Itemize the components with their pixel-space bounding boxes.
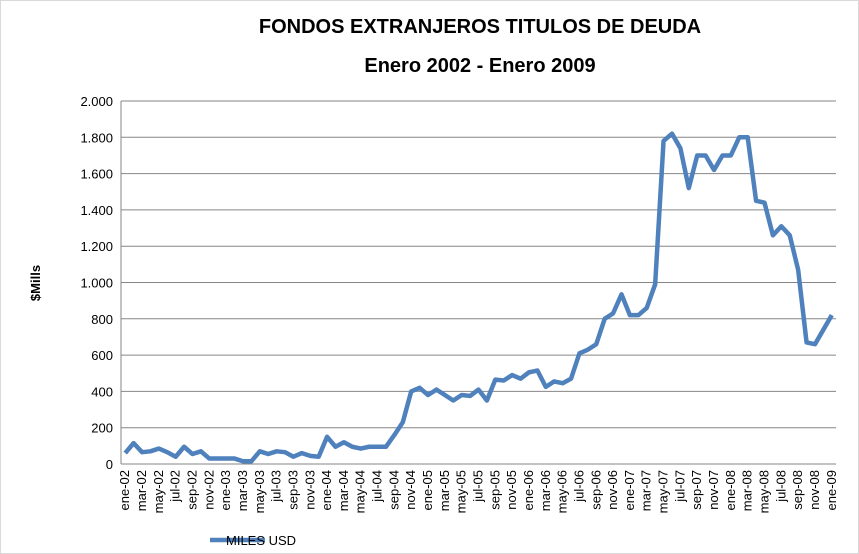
x-tick-label: mar-06 bbox=[538, 470, 553, 511]
x-tick-label: may-07 bbox=[656, 470, 671, 513]
y-tick-label: 0 bbox=[106, 457, 113, 472]
x-tick-label: may-05 bbox=[454, 470, 469, 513]
y-tick-label: 1.200 bbox=[80, 239, 113, 254]
x-tick-label: jul-04 bbox=[370, 470, 385, 503]
x-tick-label: nov-06 bbox=[605, 470, 620, 510]
x-tick-label: may-08 bbox=[757, 470, 772, 513]
x-tick-label: may-06 bbox=[555, 470, 570, 513]
x-tick-label: ene-03 bbox=[218, 470, 233, 510]
x-tick-label: sep-04 bbox=[386, 470, 401, 510]
y-tick-label: 1.400 bbox=[80, 203, 113, 218]
x-tick-label: sep-05 bbox=[487, 470, 502, 510]
x-tick-label: nov-07 bbox=[706, 470, 721, 510]
x-tick-label: may-02 bbox=[151, 470, 166, 513]
x-tick-label: ene-02 bbox=[117, 470, 132, 510]
x-tick-label: jul-07 bbox=[672, 470, 687, 503]
y-tick-label: 1.800 bbox=[80, 130, 113, 145]
y-tick-label: 1.000 bbox=[80, 276, 113, 291]
x-tick-label: sep-03 bbox=[285, 470, 300, 510]
x-tick-label: nov-03 bbox=[302, 470, 317, 510]
x-tick-label: ene-04 bbox=[319, 470, 334, 510]
x-tick-label: ene-08 bbox=[723, 470, 738, 510]
x-tick-label: nov-05 bbox=[504, 470, 519, 510]
y-tick-label: 400 bbox=[91, 384, 113, 399]
x-tick-label: may-04 bbox=[353, 470, 368, 513]
x-tick-label: mar-07 bbox=[639, 470, 654, 511]
x-tick-label: ene-09 bbox=[824, 470, 839, 510]
x-tick-label: sep-06 bbox=[588, 470, 603, 510]
x-tick-label: mar-08 bbox=[740, 470, 755, 511]
x-tick-label: mar-04 bbox=[336, 470, 351, 511]
y-tick-label: 800 bbox=[91, 312, 113, 327]
x-tick-label: jul-05 bbox=[471, 470, 486, 503]
x-tick-label: jul-02 bbox=[168, 470, 183, 503]
x-tick-label: nov-08 bbox=[807, 470, 822, 510]
chart-title: FONDOS EXTRANJEROS TITULOS DE DEUDA bbox=[259, 16, 701, 38]
y-tick-label: 600 bbox=[91, 348, 113, 363]
x-tick-label: nov-02 bbox=[201, 470, 216, 510]
x-tick-label: mar-05 bbox=[437, 470, 452, 511]
x-tick-label: may-03 bbox=[252, 470, 267, 513]
x-tick-label: jul-03 bbox=[269, 470, 284, 503]
legend-label: MILES USD bbox=[226, 533, 296, 548]
y-tick-label: 200 bbox=[91, 421, 113, 436]
x-tick-label: ene-07 bbox=[622, 470, 637, 510]
x-tick-label: jul-08 bbox=[773, 470, 788, 503]
x-tick-label: ene-05 bbox=[420, 470, 435, 510]
x-tick-label: nov-04 bbox=[403, 470, 418, 510]
data-line bbox=[123, 131, 834, 464]
x-tick-label: mar-02 bbox=[134, 470, 149, 511]
x-tick-label: sep-07 bbox=[689, 470, 704, 510]
x-tick-label: ene-06 bbox=[521, 470, 536, 510]
y-tick-label: 2.000 bbox=[80, 94, 113, 109]
x-tick-label: jul-06 bbox=[571, 470, 586, 503]
y-axis-label: $Mills bbox=[28, 265, 43, 301]
y-tick-label: 1.600 bbox=[80, 167, 113, 182]
chart-subtitle: Enero 2002 - Enero 2009 bbox=[364, 55, 595, 77]
x-tick-label: sep-02 bbox=[185, 470, 200, 510]
x-tick-label: sep-08 bbox=[790, 470, 805, 510]
x-tick-label: mar-03 bbox=[235, 470, 250, 511]
